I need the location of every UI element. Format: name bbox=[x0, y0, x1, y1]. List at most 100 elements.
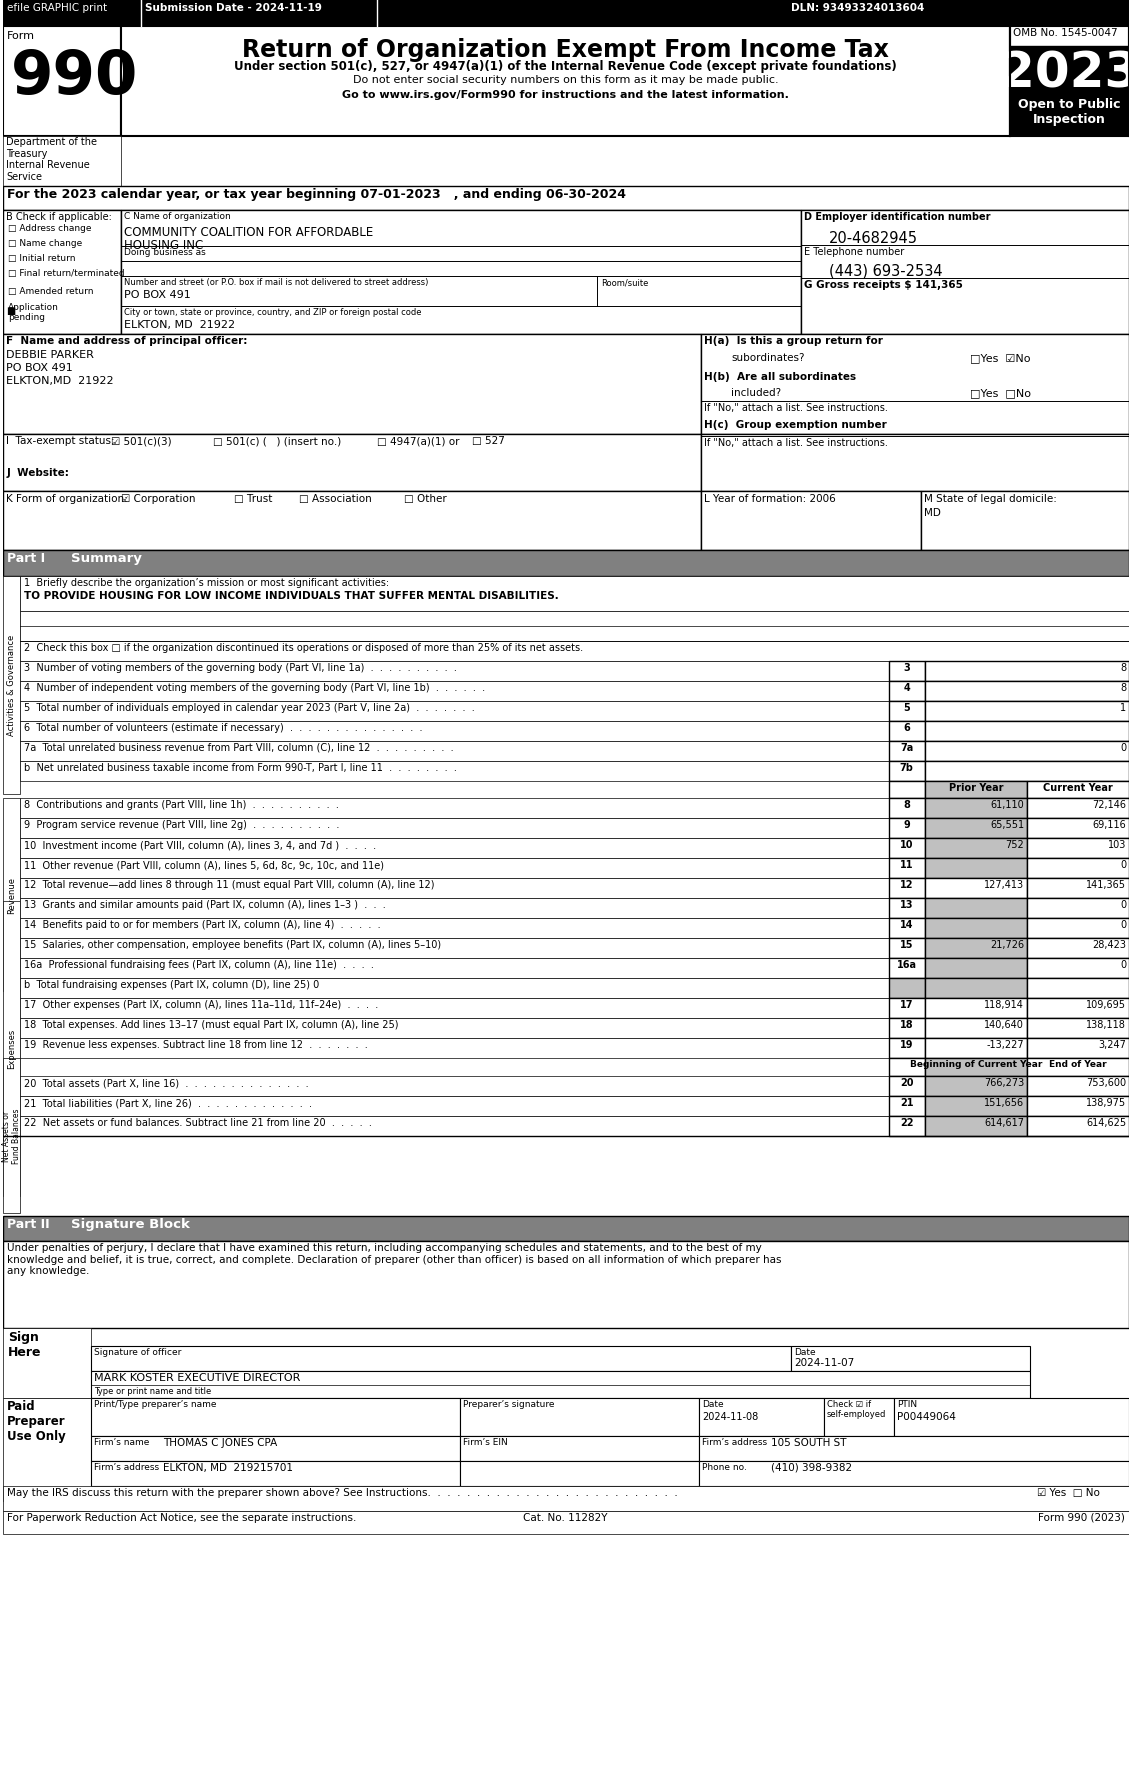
Text: 72,146: 72,146 bbox=[1092, 800, 1126, 811]
Text: Department of the
Treasury
Internal Revenue
Service: Department of the Treasury Internal Reve… bbox=[6, 138, 97, 182]
Text: 5: 5 bbox=[903, 703, 910, 713]
Text: MARK KOSTER EXECUTIVE DIRECTOR: MARK KOSTER EXECUTIVE DIRECTOR bbox=[94, 1372, 300, 1383]
Text: C Name of organization: C Name of organization bbox=[124, 212, 230, 221]
Text: H(a)  Is this a group return for: H(a) Is this a group return for bbox=[704, 336, 883, 346]
Bar bbox=[889, 660, 925, 682]
Text: For Paperwork Reduction Act Notice, see the separate instructions.: For Paperwork Reduction Act Notice, see … bbox=[7, 1513, 357, 1522]
Text: 7a  Total unrelated business revenue from Part VIII, column (C), line 12  .  .  : 7a Total unrelated business revenue from… bbox=[24, 743, 454, 752]
Bar bbox=[1010, 46, 1129, 97]
Text: 753,600: 753,600 bbox=[1086, 1077, 1126, 1088]
Text: Application
pending: Application pending bbox=[8, 304, 59, 323]
Bar bbox=[889, 858, 925, 878]
Bar bbox=[889, 1058, 925, 1075]
Text: 21,726: 21,726 bbox=[990, 940, 1024, 950]
Bar bbox=[800, 210, 1129, 334]
Text: City or town, state or province, country, and ZIP or foreign postal code: City or town, state or province, country… bbox=[124, 307, 421, 318]
Text: Sign
Here: Sign Here bbox=[8, 1332, 42, 1360]
Text: D Employer identification number: D Employer identification number bbox=[804, 212, 990, 223]
Bar bbox=[889, 818, 925, 839]
Text: 141,365: 141,365 bbox=[1086, 879, 1126, 890]
Text: 61,110: 61,110 bbox=[990, 800, 1024, 811]
Bar bbox=[1027, 918, 1129, 938]
Bar bbox=[889, 781, 925, 798]
Text: Current Year: Current Year bbox=[1043, 782, 1113, 793]
Bar bbox=[3, 136, 121, 185]
Bar bbox=[460, 1436, 699, 1460]
Text: Signature Block: Signature Block bbox=[71, 1219, 190, 1231]
Bar bbox=[889, 878, 925, 897]
Bar bbox=[3, 334, 701, 434]
Text: -13,227: -13,227 bbox=[987, 1040, 1024, 1051]
Text: □ Association: □ Association bbox=[299, 494, 373, 503]
Bar bbox=[3, 549, 1129, 576]
Text: 6  Total number of volunteers (estimate if necessary)  .  .  .  .  .  .  .  .  .: 6 Total number of volunteers (estimate i… bbox=[24, 722, 422, 733]
Text: (410) 398-9382: (410) 398-9382 bbox=[771, 1462, 852, 1473]
Text: 614,617: 614,617 bbox=[984, 1118, 1024, 1128]
Text: 5  Total number of individuals employed in calendar year 2023 (Part V, line 2a) : 5 Total number of individuals employed i… bbox=[24, 703, 475, 713]
Bar bbox=[920, 491, 1129, 549]
Text: Revenue: Revenue bbox=[7, 876, 16, 913]
Text: 19: 19 bbox=[900, 1040, 913, 1051]
Bar bbox=[925, 1116, 1027, 1136]
Bar bbox=[1027, 1038, 1129, 1058]
Bar bbox=[925, 818, 1027, 839]
Text: If "No," attach a list. See instructions.: If "No," attach a list. See instructions… bbox=[704, 438, 889, 449]
Text: Beginning of Current Year: Beginning of Current Year bbox=[910, 1060, 1042, 1068]
Text: 9: 9 bbox=[903, 819, 910, 830]
Text: COMMUNITY COALITION FOR AFFORDABLE: COMMUNITY COALITION FOR AFFORDABLE bbox=[124, 226, 373, 238]
Text: 766,273: 766,273 bbox=[984, 1077, 1024, 1088]
Bar bbox=[1027, 897, 1129, 918]
Bar bbox=[3, 210, 121, 334]
Text: ☑ Yes  □ No: ☑ Yes □ No bbox=[1038, 1489, 1100, 1498]
Text: 13: 13 bbox=[900, 901, 913, 909]
Text: Do not enter social security numbers on this form as it may be made public.: Do not enter social security numbers on … bbox=[352, 74, 778, 85]
Text: 19  Revenue less expenses. Subtract line 18 from line 12  .  .  .  .  .  .  .: 19 Revenue less expenses. Subtract line … bbox=[24, 1040, 368, 1051]
Text: THOMAS C JONES CPA: THOMAS C JONES CPA bbox=[163, 1438, 277, 1448]
Text: 65,551: 65,551 bbox=[990, 819, 1024, 830]
Bar bbox=[925, 781, 1027, 798]
Text: MD: MD bbox=[924, 509, 940, 517]
Text: Date: Date bbox=[702, 1400, 724, 1409]
Bar bbox=[20, 761, 889, 781]
Text: Prior Year: Prior Year bbox=[948, 782, 1004, 793]
Bar bbox=[121, 210, 800, 334]
Text: 0: 0 bbox=[1120, 743, 1126, 752]
Text: 3,247: 3,247 bbox=[1099, 1040, 1126, 1051]
Bar bbox=[20, 978, 889, 998]
Text: Number and street (or P.O. box if mail is not delivered to street address): Number and street (or P.O. box if mail i… bbox=[124, 277, 428, 288]
Text: DLN: 93493324013604: DLN: 93493324013604 bbox=[791, 4, 925, 12]
Text: □ 527: □ 527 bbox=[472, 436, 505, 447]
Bar bbox=[3, 1485, 1129, 1512]
Text: Return of Organization Exempt From Income Tax: Return of Organization Exempt From Incom… bbox=[242, 39, 889, 62]
Bar bbox=[460, 1399, 699, 1436]
Bar bbox=[1027, 998, 1129, 1017]
Text: 2  Check this box □ if the organization discontinued its operations or disposed : 2 Check this box □ if the organization d… bbox=[24, 643, 584, 653]
Bar bbox=[20, 742, 889, 761]
Text: Type or print name and title: Type or print name and title bbox=[94, 1386, 211, 1395]
Bar bbox=[889, 957, 925, 978]
Text: H(b)  Are all subordinates: H(b) Are all subordinates bbox=[704, 373, 856, 381]
Bar bbox=[20, 918, 889, 938]
Bar bbox=[925, 878, 1027, 897]
Text: 2024-11-07: 2024-11-07 bbox=[794, 1358, 855, 1369]
Text: 118,914: 118,914 bbox=[984, 1000, 1024, 1010]
Text: I  Tax-exempt status:: I Tax-exempt status: bbox=[6, 436, 115, 447]
Text: 151,656: 151,656 bbox=[984, 1098, 1024, 1107]
Text: 0: 0 bbox=[1120, 961, 1126, 970]
Text: K Form of organization:: K Form of organization: bbox=[6, 494, 128, 503]
Text: 8: 8 bbox=[1120, 683, 1126, 692]
Text: Phone no.: Phone no. bbox=[702, 1462, 747, 1473]
Bar bbox=[20, 1017, 889, 1038]
Bar bbox=[925, 1097, 1027, 1116]
Text: 17  Other expenses (Part IX, column (A), lines 11a–11d, 11f–24e)  .  .  .  .: 17 Other expenses (Part IX, column (A), … bbox=[24, 1000, 378, 1010]
Bar bbox=[925, 938, 1027, 957]
Text: □Yes  □No: □Yes □No bbox=[971, 389, 1032, 397]
Bar bbox=[1027, 938, 1129, 957]
Bar bbox=[460, 1460, 699, 1485]
Bar bbox=[20, 839, 889, 858]
Text: 0: 0 bbox=[1120, 920, 1126, 931]
Text: 12  Total revenue—add lines 8 through 11 (must equal Part VIII, column (A), line: 12 Total revenue—add lines 8 through 11 … bbox=[24, 879, 435, 890]
Text: 8: 8 bbox=[1120, 662, 1126, 673]
Bar bbox=[20, 701, 889, 721]
Text: Part I: Part I bbox=[7, 553, 45, 565]
